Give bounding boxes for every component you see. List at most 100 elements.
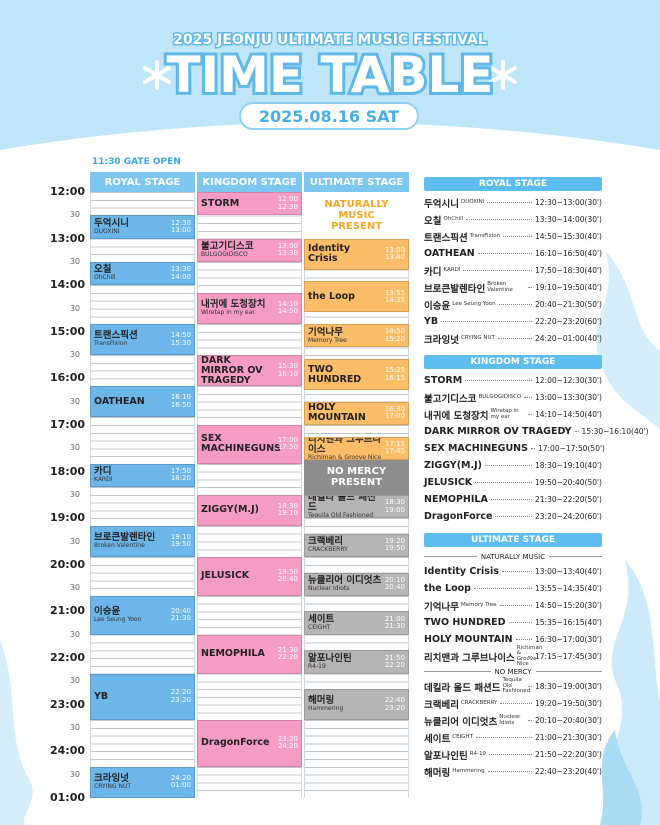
lineup-time: 16:10~16:50(40')	[535, 249, 602, 258]
performance-time: 14:10 14:50	[277, 300, 298, 316]
lineup-artist: TWO HUNDRED	[424, 617, 506, 628]
performance-time: 13:00 13:40	[385, 246, 405, 262]
performance-info: HOLY MOUNTAIN	[308, 403, 383, 423]
lineup-artist: 이승윤	[424, 300, 451, 312]
performance-time: 18:30 19:10	[278, 502, 298, 518]
performance: 리치맨과 그루브나이스 Richiman & Groove Nice 17:15 17…	[304, 436, 409, 460]
leader	[508, 622, 533, 623]
artist-subname: Lee Seung Yoon	[94, 616, 142, 624]
end-time: 20:40	[384, 583, 405, 592]
gate-open: 11:30 GATE OPEN	[92, 157, 181, 167]
lineup-row: 불고기디스코 BULGOGIDISCO 13:00~13:30(30')	[424, 389, 602, 406]
end-time: 18:20	[170, 474, 191, 483]
start-time: 20:40	[170, 606, 191, 615]
time-label: 20:00	[50, 557, 86, 571]
start-time: 13:00	[277, 241, 298, 250]
leader	[501, 571, 533, 572]
artist-subname: KARDI	[94, 476, 113, 484]
leader	[475, 482, 533, 483]
lineup-time: 21:50~22:20(30')	[535, 750, 602, 759]
lineup-row: 세이트 CEIGHT 21:00~21:30(30')	[424, 729, 602, 746]
time-label: 21:00	[50, 604, 86, 618]
lineup-artist: 내귀에 도청장치	[424, 410, 489, 422]
time-label: 30	[69, 210, 80, 220]
lineup-row: 오칠 OhChill 13:30~14:00(30')	[424, 211, 602, 228]
lineup-time: 13:00~13:40(40')	[535, 567, 602, 576]
lineup-stage-title: KINGDOM STAGE	[424, 355, 602, 369]
artist-subname: Richiman & Groove Nice	[308, 454, 382, 460]
lineup-time: 18:30~19:00(30')	[535, 682, 602, 691]
performance-info: 해머링 Hammering	[308, 696, 383, 712]
time-label: 12:00	[50, 185, 86, 198]
artist-subname: CEIGHT	[308, 623, 331, 631]
lineup-row: Identity Crisis 13:00~13:40(40')	[424, 563, 602, 580]
performance-time: 12:30 13:00	[171, 219, 191, 235]
performance-time: 22:40 23:20	[385, 696, 405, 712]
lineup-artist: 크랙베리	[424, 699, 459, 711]
lineup-time: 22:40~23:20(40')	[535, 767, 602, 776]
end-time: 16:10	[277, 369, 298, 378]
end-time: 22:20	[384, 660, 405, 669]
lineup-time: 24:20~01:00(40')	[535, 334, 602, 343]
time-label: 30	[69, 303, 80, 313]
artist-name: 크라잉넛	[94, 773, 129, 785]
performance-info: DragonForce	[201, 738, 276, 748]
time-label: 30	[69, 350, 80, 360]
performance-info: 내귀에 도청장치 Wiretap in my ear	[201, 300, 276, 316]
start-time: 14:50	[384, 327, 405, 336]
lineup-subname: Richiman & Groove Nice	[516, 644, 543, 667]
lineup-time: 19:10~19:50(40')	[535, 283, 602, 292]
leader	[487, 202, 533, 203]
lineup-row: DragonForce 23:20~24:20(60')	[424, 508, 602, 525]
artist-name: 트랜스픽션	[94, 330, 138, 342]
artist-name: 카디	[94, 466, 112, 478]
lineup-artist: the Loop	[424, 583, 471, 594]
lineup-artist: ZIGGY(M.J)	[424, 460, 482, 471]
time-label: 30	[69, 769, 80, 779]
lineup-time: 14:50~15:20(30')	[535, 601, 602, 610]
lineup-time: 17:00~17:50(50')	[537, 444, 605, 453]
start-time: 20:10	[384, 575, 405, 584]
flame	[0, 640, 33, 825]
performance-time: 17:50 18:20	[170, 467, 191, 483]
lineup-row: 이승윤 Lee Seung Yoon 20:40~21:30(50')	[424, 296, 602, 313]
end-time: 23:20	[170, 695, 191, 704]
performance-time: 12:00 12:30	[278, 195, 298, 211]
performance: 크라잉넛 CRYING NUT 24:20 01:00	[90, 766, 195, 798]
artist-subname: CRACKBERRY	[308, 546, 348, 554]
performance-info: 이승윤 Lee Seung Yoon	[94, 607, 169, 623]
end-time: 19:00	[384, 505, 405, 514]
leader	[528, 287, 533, 288]
title: TIME TABLE	[166, 46, 493, 104]
end-time: 22:20	[277, 653, 298, 662]
lineup-subname: CRACKBERRY	[460, 699, 498, 706]
start-time: 19:50	[277, 568, 298, 577]
lineup-time: 14:50~15:30(40')	[535, 232, 602, 241]
start-time: 19:20	[384, 537, 405, 546]
performance: 기억나무 Memory Tree 14:50 15:20	[304, 324, 409, 348]
lineup-time: 12:00~12:30(30')	[535, 376, 602, 385]
performance: 해머링 Hammering 22:40 23:20	[304, 689, 409, 721]
artist-name: DragonForce	[201, 737, 270, 749]
start-time: 18:30	[384, 498, 405, 507]
time-label: 22:00	[50, 651, 86, 664]
start-time: 14:10	[277, 300, 298, 309]
lineup-row: 데킬라 올드 패션드 Tequila Old Fashioned 18:30~19:…	[424, 678, 602, 695]
leader	[528, 414, 533, 415]
lineup-section: ULTIMATE STAGE NATURALLY MUSIC Identity Cr…	[424, 533, 602, 780]
lineup-time: 19:20~19:50(30')	[535, 699, 602, 708]
artist-name: 크랙베리	[308, 536, 343, 548]
time-label: 18:00	[50, 464, 86, 478]
end-time: 16:15	[384, 373, 405, 382]
lineup-artist: STORM	[424, 375, 463, 386]
lineup-subname: Lee Seung Yoon	[452, 300, 496, 307]
performance: OATHEAN 16:10 16:50	[90, 386, 195, 418]
start-time: 22:20	[170, 688, 191, 697]
performance: ZIGGY(M.J) 18:30 19:10	[197, 494, 302, 526]
lineup-row: 카디 KARDI 17:50~18:30(40')	[424, 262, 602, 279]
lineup-time: 23:20~24:20(60')	[535, 512, 602, 521]
lineup-stage-title: ULTIMATE STAGE	[424, 533, 602, 547]
artist-subname: R4-19	[308, 662, 326, 670]
performance-time: 22:20 23:20	[171, 689, 191, 704]
performance: 불고기디스코 BULGOGIDISCO 13:00 13:30	[197, 238, 302, 262]
